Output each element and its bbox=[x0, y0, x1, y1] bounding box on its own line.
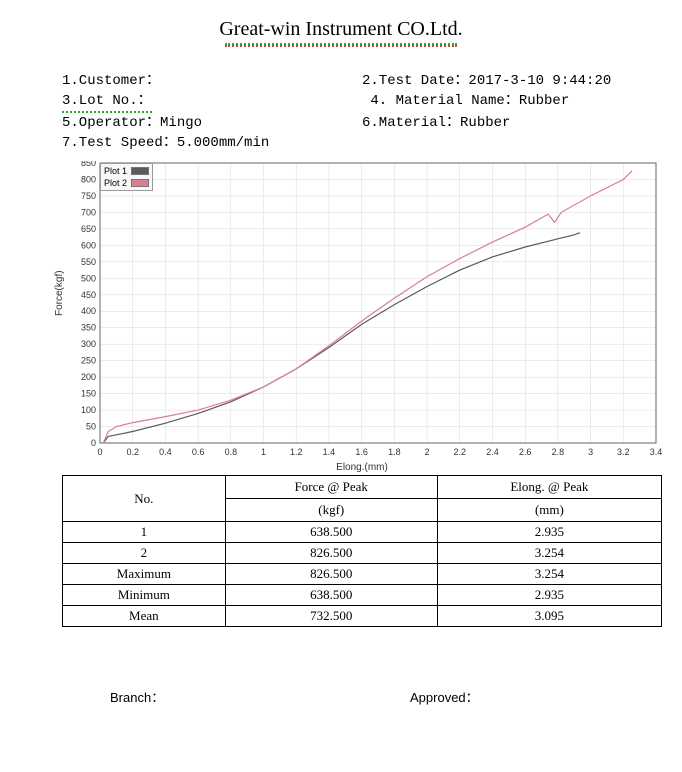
svg-text:3.4: 3.4 bbox=[650, 447, 662, 457]
test-report-page: Great-win Instrument CO.Ltd. 1.Customer：… bbox=[0, 0, 682, 726]
table-cell: 2.935 bbox=[437, 522, 661, 543]
material-name-label: 4. Material Name： bbox=[370, 93, 518, 109]
svg-text:800: 800 bbox=[81, 174, 96, 184]
svg-text:1.2: 1.2 bbox=[290, 447, 303, 457]
svg-text:750: 750 bbox=[81, 191, 96, 201]
x-axis-label: Elong.(mm) bbox=[336, 462, 388, 473]
col-header-force: Force @ Peak bbox=[225, 476, 437, 499]
table-cell: 3.095 bbox=[437, 606, 661, 627]
svg-text:200: 200 bbox=[81, 372, 96, 382]
legend-swatch-1 bbox=[131, 167, 149, 175]
svg-text:2.4: 2.4 bbox=[486, 447, 499, 457]
material-name-value: Rubber bbox=[519, 93, 569, 109]
svg-text:2.2: 2.2 bbox=[454, 447, 467, 457]
col-header-force-unit: (kgf) bbox=[225, 499, 437, 522]
table-cell: 3.254 bbox=[437, 543, 661, 564]
test-speed-value: 5.000mm/min bbox=[177, 135, 269, 151]
branch-label: Branch： bbox=[110, 687, 410, 706]
test-date-label: 2.Test Date： bbox=[362, 73, 468, 89]
legend-swatch-2 bbox=[131, 179, 149, 187]
table-cell: Maximum bbox=[63, 564, 226, 585]
svg-text:2: 2 bbox=[425, 447, 430, 457]
footer: Branch： Approved： bbox=[110, 687, 662, 706]
svg-text:1: 1 bbox=[261, 447, 266, 457]
approved-label: Approved： bbox=[410, 687, 479, 706]
table-row: Minimum638.5002.935 bbox=[63, 585, 662, 606]
col-header-elong-unit: (mm) bbox=[437, 499, 661, 522]
svg-text:150: 150 bbox=[81, 389, 96, 399]
svg-text:600: 600 bbox=[81, 240, 96, 250]
table-cell: 732.500 bbox=[225, 606, 437, 627]
legend-entry-2: Plot 2 bbox=[104, 177, 149, 189]
svg-text:0.4: 0.4 bbox=[159, 447, 172, 457]
operator-value: Mingo bbox=[160, 115, 202, 131]
legend-label-2: Plot 2 bbox=[104, 177, 127, 189]
operator-label: 5.Operator： bbox=[62, 115, 160, 131]
svg-text:1.6: 1.6 bbox=[355, 447, 368, 457]
table-row: 1638.5002.935 bbox=[63, 522, 662, 543]
svg-text:300: 300 bbox=[81, 339, 96, 349]
customer-label: 1.Customer： bbox=[62, 73, 160, 89]
col-header-elong: Elong. @ Peak bbox=[437, 476, 661, 499]
svg-text:650: 650 bbox=[81, 224, 96, 234]
test-speed-label: 7.Test Speed： bbox=[62, 135, 177, 151]
svg-text:1.4: 1.4 bbox=[323, 447, 336, 457]
results-table: No. Force @ Peak Elong. @ Peak (kgf) (mm… bbox=[62, 475, 662, 627]
lot-label: 3.Lot No.： bbox=[62, 91, 152, 113]
test-date-value: 2017-3-10 9:44:20 bbox=[468, 73, 611, 89]
svg-text:700: 700 bbox=[81, 207, 96, 217]
table-cell: 2.935 bbox=[437, 585, 661, 606]
table-cell: Mean bbox=[63, 606, 226, 627]
table-cell: 2 bbox=[63, 543, 226, 564]
table-cell: Minimum bbox=[63, 585, 226, 606]
svg-text:2.8: 2.8 bbox=[552, 447, 565, 457]
table-cell: 826.500 bbox=[225, 543, 437, 564]
svg-text:0.8: 0.8 bbox=[225, 447, 238, 457]
svg-text:450: 450 bbox=[81, 290, 96, 300]
svg-text:0.2: 0.2 bbox=[126, 447, 139, 457]
table-row: Mean732.5003.095 bbox=[63, 606, 662, 627]
svg-text:0.6: 0.6 bbox=[192, 447, 205, 457]
svg-text:400: 400 bbox=[81, 306, 96, 316]
svg-text:1.8: 1.8 bbox=[388, 447, 401, 457]
svg-text:850: 850 bbox=[81, 161, 96, 168]
svg-text:0: 0 bbox=[97, 447, 102, 457]
svg-text:500: 500 bbox=[81, 273, 96, 283]
svg-text:50: 50 bbox=[86, 422, 96, 432]
chart-svg: 0 50 100 150 200 250 300 350 400 450 500 550 600 650 7… bbox=[62, 161, 662, 471]
table-cell: 826.500 bbox=[225, 564, 437, 585]
svg-text:350: 350 bbox=[81, 323, 96, 333]
material-label: 6.Material： bbox=[362, 115, 460, 131]
svg-text:0: 0 bbox=[91, 438, 96, 448]
table-cell: 638.500 bbox=[225, 585, 437, 606]
chart-legend: Plot 1 Plot 2 bbox=[100, 163, 153, 191]
svg-text:250: 250 bbox=[81, 356, 96, 366]
y-axis-label: Force(kgf) bbox=[54, 270, 65, 316]
svg-text:100: 100 bbox=[81, 405, 96, 415]
table-cell: 1 bbox=[63, 522, 226, 543]
force-elongation-chart: 0 50 100 150 200 250 300 350 400 450 500 550 600 650 7… bbox=[62, 161, 662, 471]
company-title: Great-win Instrument CO.Ltd. bbox=[20, 18, 662, 41]
svg-text:2.6: 2.6 bbox=[519, 447, 532, 457]
svg-text:550: 550 bbox=[81, 257, 96, 267]
table-cell: 638.500 bbox=[225, 522, 437, 543]
title-underline-red bbox=[225, 45, 457, 47]
table-cell: 3.254 bbox=[437, 564, 661, 585]
material-value: Rubber bbox=[460, 115, 510, 131]
meta-block: 1.Customer： 2.Test Date：2017-3-10 9:44:2… bbox=[62, 71, 652, 153]
svg-text:3.2: 3.2 bbox=[617, 447, 630, 457]
svg-text:3: 3 bbox=[588, 447, 593, 457]
legend-entry-1: Plot 1 bbox=[104, 165, 149, 177]
table-row: 2826.5003.254 bbox=[63, 543, 662, 564]
legend-label-1: Plot 1 bbox=[104, 165, 127, 177]
table-row: Maximum826.5003.254 bbox=[63, 564, 662, 585]
col-header-no: No. bbox=[63, 476, 226, 522]
